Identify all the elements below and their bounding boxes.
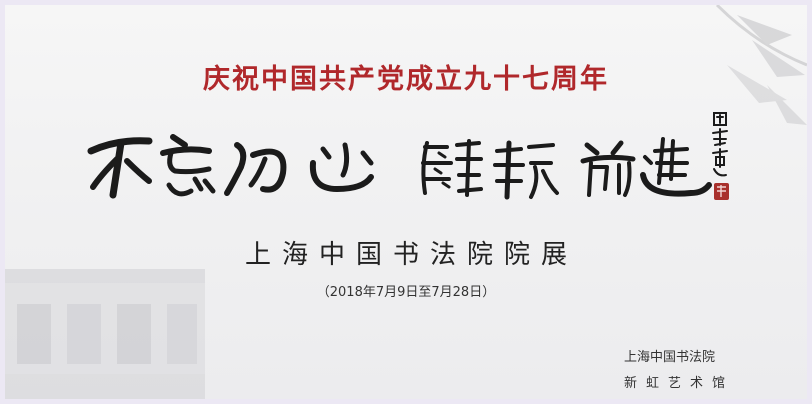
exhibition-dates: （2018年7月9日至7月28日） — [316, 285, 496, 300]
background-bamboo — [715, 5, 807, 125]
organizer-name: 上海中国书法院 — [624, 350, 716, 365]
background-building — [5, 269, 205, 399]
exhibition-title: 上海中国书法院院展 — [244, 240, 578, 270]
venue-name: 新虹艺术馆 — [624, 376, 735, 391]
artist-signature-and-seal — [712, 112, 729, 200]
organizer-block: 上海中国书法院 新虹艺术馆 — [624, 345, 734, 397]
headline: 庆祝中国共产党成立九十七周年 — [203, 64, 609, 95]
calligraphy-artwork — [87, 134, 712, 200]
